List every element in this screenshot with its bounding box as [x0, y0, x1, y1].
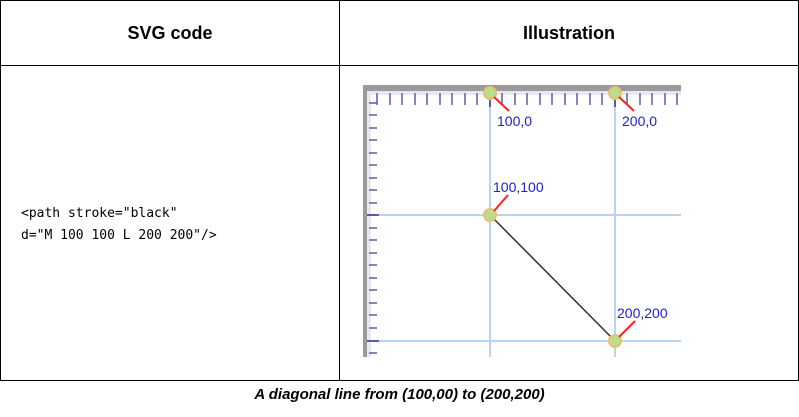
point-label-100-100: 100,100 — [493, 179, 544, 195]
point-pointer-100-0 — [493, 96, 510, 112]
grid-lines — [369, 93, 681, 357]
svg-code-snippet: <path stroke="black" d="M 100 100 L 200 2… — [21, 203, 331, 247]
left-ruler-ticks — [369, 102, 377, 354]
figure-caption: A diagonal line from (100,00) to (200,20… — [254, 386, 545, 403]
point-marker-100-100 — [483, 208, 497, 222]
point-pointer-200-200 — [618, 320, 636, 338]
illustration-canvas: 100,0 200,0 100,100 200,200 — [363, 85, 681, 357]
point-marker-200-0 — [608, 86, 622, 100]
point-label-200-0: 200,0 — [622, 113, 657, 129]
point-marker-100-0 — [483, 86, 497, 100]
top-ruler-ticks — [376, 93, 678, 105]
point-pointer-200-0 — [618, 96, 635, 112]
point-label-200-200: 200,200 — [617, 305, 668, 321]
header-divider — [1, 65, 798, 66]
code-line-2: d="M 100 100 L 200 200"/> — [21, 228, 217, 243]
column-divider — [339, 1, 340, 380]
point-pointer-100-100 — [493, 194, 509, 212]
header-illustration: Illustration — [522, 23, 615, 43]
code-line-1: <path stroke="black" — [21, 206, 178, 221]
point-label-100-0: 100,0 — [497, 113, 532, 129]
diagonal-path-line — [489, 214, 616, 342]
left-ruler-bar — [363, 85, 367, 357]
top-ruler-bar — [363, 85, 681, 91]
header-svg-code: SVG code — [127, 23, 213, 43]
point-marker-200-200 — [608, 334, 622, 348]
example-table: SVG code Illustration <path stroke="blac… — [0, 0, 799, 381]
